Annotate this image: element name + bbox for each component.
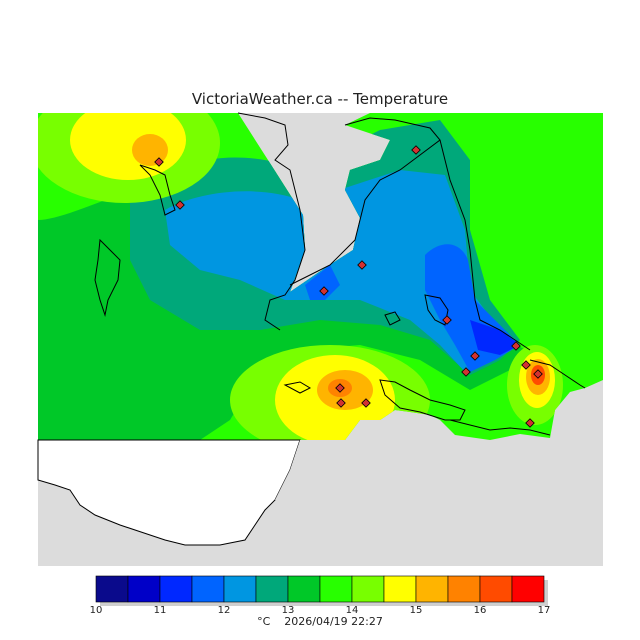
legend-swatch [255, 575, 289, 603]
legend-caption: °C 2026/04/19 22:27 [0, 615, 640, 628]
station-marker [470, 351, 480, 361]
legend-tick-label: 15 [410, 605, 423, 616]
unit-label: °C [257, 615, 271, 628]
legend-tick-label: 11 [154, 605, 167, 616]
no-data-land-east [275, 440, 345, 500]
map-title: VictoriaWeather.ca -- Temperature [191, 90, 449, 108]
legend-tick-label: 16 [474, 605, 487, 616]
station-marker [461, 367, 471, 377]
station-marker [511, 341, 521, 351]
station-marker [175, 200, 185, 210]
legend-swatch [159, 575, 193, 603]
legend-swatch [319, 575, 353, 603]
legend-swatch [351, 575, 385, 603]
legend-swatch [511, 575, 545, 603]
legend-swatch [191, 575, 225, 603]
legend-swatches [95, 575, 548, 606]
legend-swatch [447, 575, 481, 603]
station-marker [521, 360, 531, 370]
station-marker [336, 398, 346, 408]
station-marker [442, 315, 452, 325]
legend-ticks: 10 11 12 13 14 15 16 17 [90, 605, 551, 616]
coastline [94, 112, 586, 436]
timestamp: 2026/04/19 22:27 [284, 615, 383, 628]
station-marker [319, 286, 329, 296]
contour-band-west-blue [305, 265, 340, 300]
legend-swatch [223, 575, 257, 603]
station-marker [361, 398, 371, 408]
contour-band-10-11 [470, 320, 520, 355]
station-marker [335, 383, 345, 393]
legend-tick-label: 10 [90, 605, 103, 616]
legend-swatch [127, 575, 161, 603]
station-marker [357, 260, 367, 270]
temperature-field [38, 113, 603, 440]
station-marker [533, 369, 543, 379]
legend-tick-label: 17 [538, 605, 551, 616]
legend-swatch [383, 575, 417, 603]
station-markers[interactable] [154, 145, 543, 428]
legend-swatch [95, 575, 129, 603]
legend-tick-label: 12 [218, 605, 231, 616]
legend-swatch [479, 575, 513, 603]
station-marker [411, 145, 421, 155]
legend-swatch [287, 575, 321, 603]
station-marker [525, 418, 535, 428]
legend-swatch [415, 575, 449, 603]
station-marker [154, 157, 164, 167]
legend-tick-label: 13 [282, 605, 295, 616]
legend-tick-label: 14 [346, 605, 359, 616]
